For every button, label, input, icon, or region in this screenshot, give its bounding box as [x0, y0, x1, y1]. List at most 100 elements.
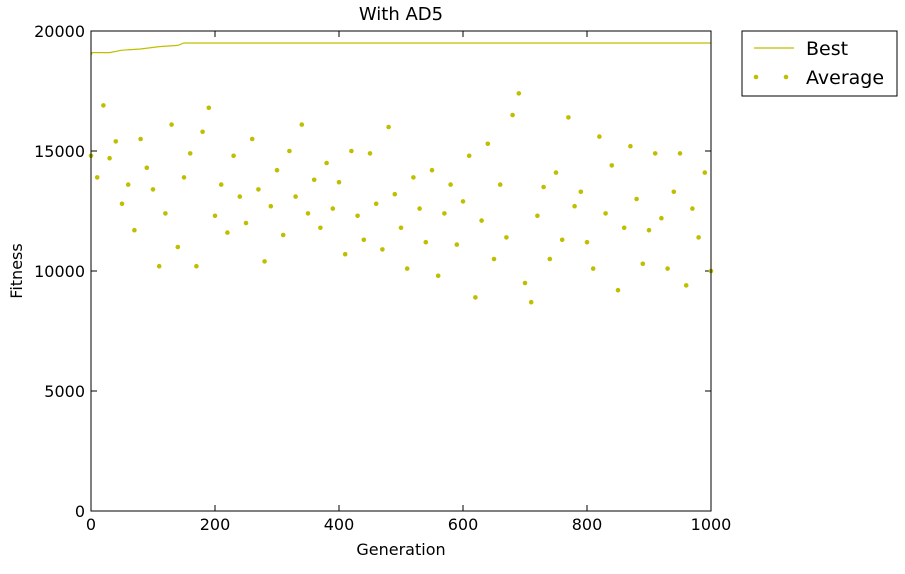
legend-label: Average: [806, 67, 884, 89]
average-point: [361, 237, 367, 243]
best-line: [90, 42, 711, 56]
average-point: [181, 175, 187, 180]
average-point: [355, 213, 360, 219]
x-axis-label: Generation: [356, 540, 445, 559]
average-point: [218, 182, 224, 187]
average-point: [200, 129, 205, 135]
average-point: [504, 235, 509, 240]
plot-frame: [90, 30, 712, 512]
average-point: [628, 143, 633, 149]
average-point: [175, 244, 181, 250]
average-point: [194, 263, 199, 269]
average-point: [417, 206, 422, 211]
average-point: [262, 259, 267, 264]
average-point: [460, 199, 466, 204]
average-point: [94, 175, 100, 180]
average-point: [156, 263, 162, 269]
average-point: [150, 187, 156, 192]
average-point: [690, 206, 695, 211]
chart-title: With AD5: [359, 4, 443, 25]
average-point: [491, 256, 497, 262]
average-point: [280, 232, 286, 238]
average-point: [386, 124, 391, 130]
average-point: [107, 155, 112, 161]
average-point: [398, 225, 404, 231]
average-point: [311, 177, 317, 183]
average-point: [367, 151, 373, 156]
x-tick-label: 0: [86, 515, 96, 534]
average-point: [336, 179, 342, 185]
average-point: [621, 225, 627, 231]
average-point: [243, 220, 249, 226]
average-point: [547, 256, 553, 262]
average-point: [373, 201, 379, 207]
average-point: [566, 115, 571, 120]
average-point: [342, 251, 348, 257]
average-point: [584, 239, 590, 245]
average-point: [448, 182, 453, 187]
average-point: [318, 225, 323, 231]
average-point: [516, 91, 522, 96]
y-tick-label: 20000: [34, 22, 85, 41]
average-point: [559, 237, 565, 243]
average-point: [299, 122, 305, 127]
average-point: [646, 227, 652, 233]
average-point: [696, 235, 701, 240]
average-point: [479, 218, 484, 223]
average-point: [305, 211, 311, 216]
legend-marker: [783, 74, 789, 80]
average-point: [473, 295, 478, 300]
average-point: [274, 167, 280, 173]
average-point: [293, 194, 298, 199]
average-point: [609, 163, 615, 168]
average-point: [640, 261, 646, 267]
average-point: [113, 139, 119, 144]
legend-marker: [753, 74, 759, 80]
average-point: [187, 151, 193, 156]
average-point: [671, 189, 677, 195]
average-point: [231, 153, 236, 159]
average-point: [454, 242, 460, 247]
legend-box: [741, 30, 898, 97]
x-tick-label: 600: [448, 515, 479, 534]
average-point: [615, 287, 621, 293]
average-point: [466, 153, 472, 159]
average-point: [497, 182, 503, 187]
x-tick-label: 200: [200, 515, 231, 534]
average-point: [683, 283, 689, 288]
average-point: [652, 151, 658, 156]
average-point: [249, 136, 255, 142]
average-point: [212, 213, 218, 219]
average-point: [659, 215, 664, 221]
average-point: [392, 191, 398, 197]
average-point: [485, 141, 491, 147]
average-point: [349, 148, 354, 154]
average-point: [330, 206, 336, 211]
average-point: [138, 136, 143, 142]
average-point: [572, 203, 577, 209]
average-point: [522, 280, 528, 286]
average-point: [237, 194, 243, 199]
average-point: [528, 299, 534, 305]
average-point: [535, 213, 540, 219]
y-tick-label: 5000: [44, 382, 85, 401]
average-point: [603, 211, 608, 216]
average-point: [423, 239, 429, 245]
average-point: [411, 175, 416, 180]
average-point: [287, 148, 292, 154]
average-point: [435, 273, 441, 279]
average-point: [163, 211, 168, 216]
average-point: [119, 201, 125, 207]
x-tick-label: 800: [572, 515, 603, 534]
x-tick-label: 1000: [691, 515, 732, 534]
average-point: [634, 196, 639, 202]
average-point: [256, 187, 261, 192]
x-tick-label: 400: [324, 515, 355, 534]
average-point: [132, 227, 137, 233]
average-point: [597, 134, 602, 139]
average-point: [442, 211, 447, 216]
average-point: [553, 170, 559, 175]
average-point: [206, 105, 212, 111]
average-point: [510, 112, 515, 118]
